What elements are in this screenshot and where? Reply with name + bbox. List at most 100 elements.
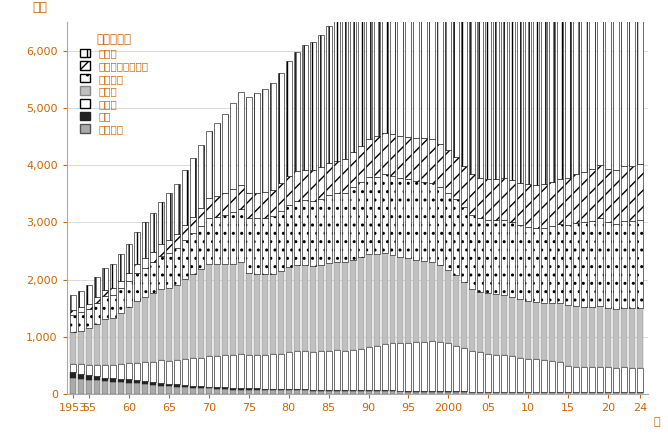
Bar (509, 222, 515, 297)
Bar (381, 174, 387, 253)
Bar (341, 193, 347, 262)
Bar (533, 227, 539, 302)
Bar (198, 389, 204, 394)
Bar (278, 390, 284, 394)
Bar (198, 357, 204, 386)
Bar (325, 391, 331, 394)
Bar (150, 382, 156, 385)
Bar (102, 290, 108, 296)
Bar (94, 381, 100, 394)
Bar (341, 351, 347, 390)
Bar (381, 391, 387, 394)
Bar (589, 169, 595, 221)
Bar (613, 224, 619, 309)
Bar (190, 275, 196, 358)
Bar (102, 378, 108, 381)
Bar (597, 165, 603, 219)
Bar (621, 0, 627, 166)
Bar (182, 240, 188, 279)
Bar (110, 365, 116, 378)
Bar (238, 262, 244, 354)
Bar (430, 341, 436, 391)
Bar (605, 169, 611, 223)
Bar (246, 355, 252, 389)
Bar (597, 0, 603, 165)
Bar (325, 263, 331, 351)
Bar (262, 275, 268, 355)
Bar (541, 227, 547, 303)
Bar (302, 390, 308, 394)
Bar (102, 319, 108, 365)
Bar (438, 342, 444, 391)
Bar (349, 260, 355, 350)
Bar (581, 172, 587, 223)
Bar (509, 392, 515, 394)
Bar (333, 390, 339, 391)
Bar (134, 301, 140, 363)
Bar (86, 309, 92, 328)
Bar (206, 389, 212, 394)
Bar (158, 385, 164, 394)
Bar (198, 269, 204, 357)
Bar (246, 218, 252, 273)
Bar (166, 386, 172, 394)
Bar (294, 389, 300, 390)
Bar (517, 357, 523, 392)
Bar (486, 4, 491, 180)
Bar (565, 225, 571, 305)
Bar (381, 253, 387, 344)
Bar (470, 290, 476, 351)
Bar (78, 374, 84, 379)
Bar (325, 390, 331, 391)
Bar (422, 342, 428, 391)
Bar (262, 218, 268, 275)
Bar (589, 367, 595, 392)
Bar (262, 389, 268, 390)
Bar (501, 178, 507, 219)
Bar (126, 379, 132, 383)
Bar (310, 201, 316, 266)
Bar (365, 139, 371, 177)
Bar (525, 0, 531, 184)
Bar (422, 0, 428, 138)
Bar (294, 52, 300, 171)
Bar (78, 379, 84, 394)
Bar (629, 0, 635, 166)
Bar (517, 0, 523, 183)
Bar (454, 275, 460, 346)
Bar (629, 392, 635, 394)
Bar (158, 244, 164, 256)
Bar (110, 288, 116, 294)
Bar (533, 0, 539, 184)
Bar (78, 364, 84, 374)
Bar (214, 264, 220, 356)
Bar (470, 174, 476, 215)
Bar (557, 179, 563, 224)
Bar (629, 166, 635, 221)
Bar (174, 285, 180, 360)
Bar (230, 388, 236, 390)
Bar (357, 390, 363, 391)
Bar (470, 392, 476, 394)
Bar (94, 297, 100, 303)
Bar (493, 3, 499, 180)
Bar (270, 190, 276, 216)
Bar (422, 261, 428, 342)
Bar (389, 255, 395, 343)
Bar (102, 296, 108, 319)
Bar (310, 266, 316, 352)
Bar (166, 361, 172, 384)
Bar (174, 184, 180, 234)
Bar (270, 83, 276, 190)
Bar (126, 273, 132, 281)
Bar (318, 35, 324, 167)
Bar (397, 391, 403, 394)
Bar (230, 212, 236, 264)
Bar (430, 183, 436, 262)
Bar (373, 390, 379, 391)
Bar (422, 138, 428, 182)
Bar (238, 354, 244, 388)
Bar (365, 0, 371, 139)
Bar (373, 137, 379, 177)
Bar (134, 273, 140, 301)
